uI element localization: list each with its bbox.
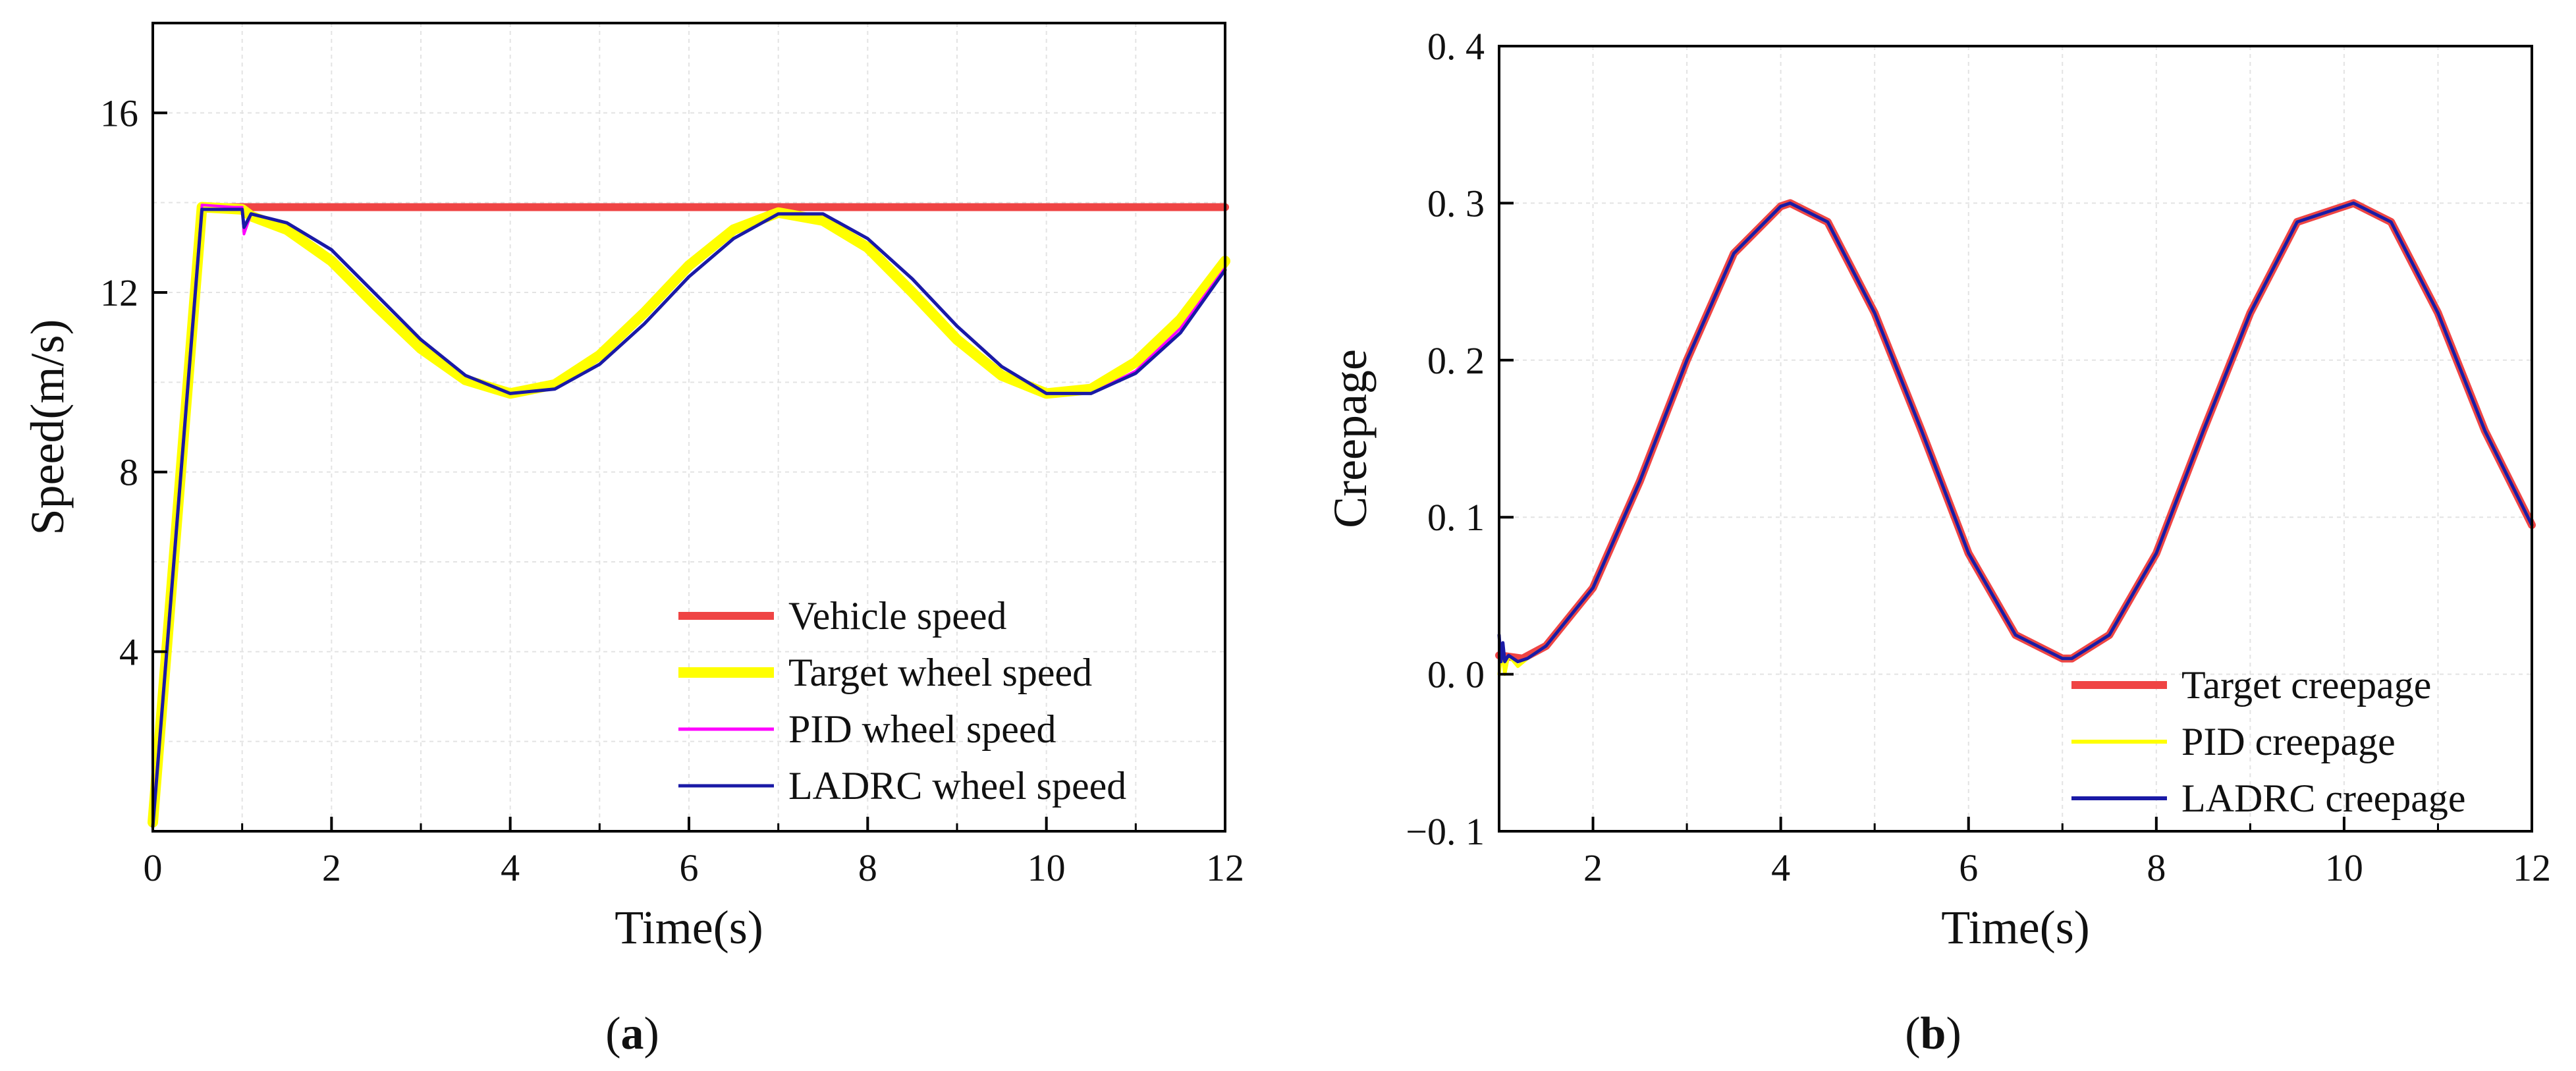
- legend-label: LADRC creepage: [2181, 777, 2465, 820]
- panel-a-legend: Vehicle speed Target wheel speed PID wheel…: [678, 594, 1126, 808]
- y-tick-label: 8: [119, 451, 138, 494]
- panel-b-x-axis-label: Time(s): [1941, 901, 2089, 954]
- legend-label: PID creepage: [2181, 720, 2396, 763]
- y-tick-label: −0. 1: [1406, 810, 1485, 853]
- caption-b-letter: b: [1921, 1008, 1946, 1059]
- x-tick-label: 8: [858, 846, 877, 889]
- legend-label: LADRC wheel speed: [788, 764, 1126, 808]
- x-tick-label: 4: [501, 846, 520, 889]
- y-tick-label: 0. 1: [1427, 496, 1485, 539]
- panel-b-y-axis-label: Creepage: [1324, 349, 1377, 528]
- panel-b-legend: Target creepage PID creepage LADRC creepag…: [2071, 663, 2465, 820]
- x-tick-label: 10: [1028, 846, 1066, 889]
- panel-b-ticks: 2 4 6 8 10 12 −0. 1 0. 0 0. 1 0. 2 0. 3 0. 4: [1406, 25, 2551, 889]
- y-tick-label: 0. 0: [1427, 653, 1485, 696]
- legend-label: Vehicle speed: [788, 594, 1007, 638]
- x-tick-label: 6: [1959, 846, 1978, 889]
- y-tick-label: 12: [100, 271, 138, 314]
- x-tick-label: 2: [1583, 846, 1603, 889]
- series-line-ladrc-creepage: [1497, 201, 2534, 663]
- panel-b-grid: [1498, 46, 2533, 831]
- y-tick-label: 4: [119, 630, 138, 673]
- x-tick-label: 12: [2513, 846, 2551, 889]
- x-tick-label: 6: [680, 846, 699, 889]
- x-tick-label: 10: [2325, 846, 2363, 889]
- x-tick-label: 12: [1206, 846, 1244, 889]
- y-tick-label: 0. 4: [1427, 25, 1485, 68]
- x-tick-label: 0: [144, 846, 163, 889]
- panel-a-ticks: 0 2 4 6 8 10 12 4 8 12 16: [100, 92, 1244, 889]
- series-line-target-creepage: [1495, 199, 2536, 663]
- x-tick-label: 8: [2147, 846, 2166, 889]
- panel-a-speed-chart: 0 2 4 6 8 10 12 4 8 12 16 Time(s) Speed(m/s) Vehic…: [21, 22, 1244, 954]
- panel-b-creepage-chart: 2 4 6 8 10 12 −0. 1 0. 0 0. 1 0. 2 0. 3 0. 4 Time(s…: [1324, 25, 2551, 954]
- caption-a-letter: a: [621, 1008, 644, 1059]
- caption-b: (b): [1905, 1008, 1961, 1059]
- caption-a: (a): [605, 1008, 659, 1059]
- x-tick-label: 4: [1771, 846, 1790, 889]
- legend-label: PID wheel speed: [788, 707, 1056, 751]
- panel-b-series: [1495, 199, 2536, 676]
- panel-a-y-axis-label: Speed(m/s): [21, 319, 74, 536]
- legend-label: Target wheel speed: [788, 651, 1092, 694]
- panel-a-x-axis-label: Time(s): [615, 901, 763, 954]
- x-tick-label: 2: [322, 846, 341, 889]
- panel-a-grid: [152, 23, 1226, 831]
- y-tick-label: 0. 3: [1427, 182, 1485, 225]
- y-tick-label: 0. 2: [1427, 339, 1485, 382]
- panel-a-series: [148, 202, 1230, 829]
- panel-b-plot-frame: [1498, 45, 2533, 833]
- y-tick-label: 16: [100, 92, 138, 134]
- series-line-ladrc-wheel-speed: [151, 207, 1227, 829]
- legend-label: Target creepage: [2181, 663, 2431, 707]
